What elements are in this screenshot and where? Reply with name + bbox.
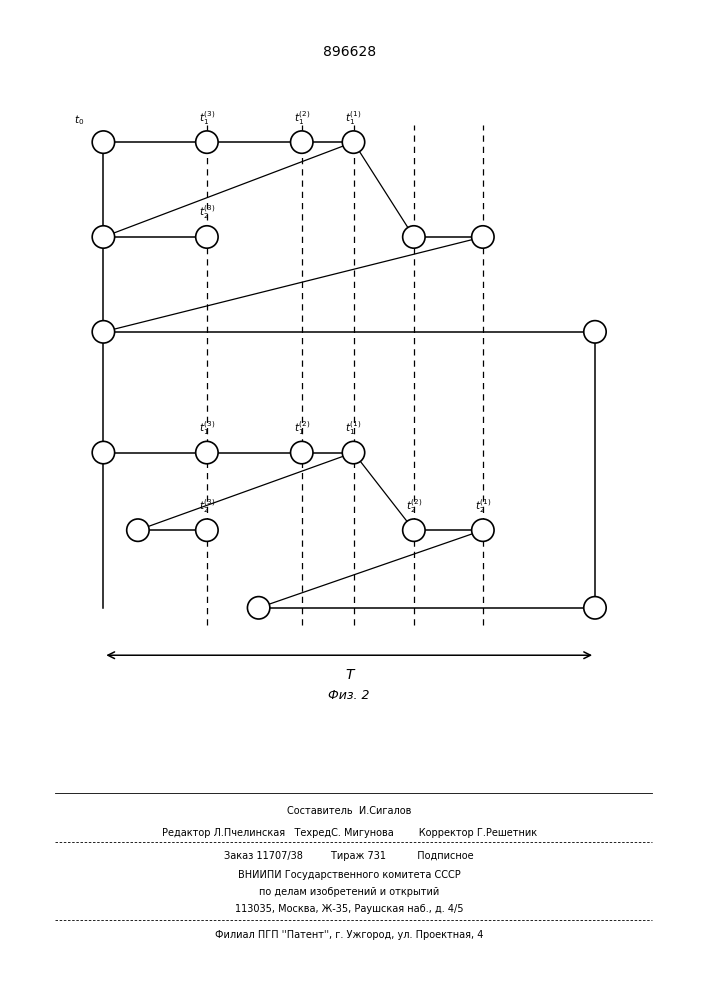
Text: $t_2^{(3)}$: $t_2^{(3)}$	[199, 204, 215, 221]
Text: $t_2^{(2)}$: $t_2^{(2)}$	[406, 497, 422, 515]
Circle shape	[196, 519, 218, 541]
Text: ВНИИПИ Государственного комитета СССР: ВНИИПИ Государственного комитета СССР	[238, 870, 460, 880]
Circle shape	[291, 441, 313, 464]
Circle shape	[92, 321, 115, 343]
Text: $t_2^{(3)}$: $t_2^{(3)}$	[199, 497, 215, 515]
Circle shape	[584, 321, 606, 343]
Text: $t_0$: $t_0$	[74, 113, 84, 127]
Text: Заказ 11707/38         Тираж 731          Подписное: Заказ 11707/38 Тираж 731 Подписное	[224, 851, 474, 861]
Text: Составитель  И.Сигалов: Составитель И.Сигалов	[287, 806, 411, 816]
Text: $t_1^{(2)}$: $t_1^{(2)}$	[293, 109, 310, 127]
Circle shape	[403, 226, 425, 248]
Text: $t_1^{(1)}$: $t_1^{(1)}$	[345, 109, 362, 127]
Circle shape	[472, 226, 494, 248]
Circle shape	[291, 131, 313, 153]
Circle shape	[92, 226, 115, 248]
Text: Физ. 2: Физ. 2	[329, 689, 370, 702]
Text: $t_1^{(3)}$: $t_1^{(3)}$	[199, 419, 215, 437]
Text: 113035, Москва, Ж-35, Раушская наб., д. 4/5: 113035, Москва, Ж-35, Раушская наб., д. …	[235, 904, 463, 914]
Circle shape	[196, 441, 218, 464]
Text: $t_2^{(1)}$: $t_2^{(1)}$	[474, 497, 491, 515]
Text: Филиал ПГП ''Патент'', г. Ужгород, ул. Проектная, 4: Филиал ПГП ''Патент'', г. Ужгород, ул. П…	[215, 930, 484, 940]
Text: 896628: 896628	[322, 45, 375, 59]
Circle shape	[584, 597, 606, 619]
Circle shape	[472, 519, 494, 541]
Circle shape	[196, 226, 218, 248]
Text: $t_1^{(3)}$: $t_1^{(3)}$	[199, 109, 215, 127]
Text: $t_1^{(1)}$: $t_1^{(1)}$	[345, 419, 362, 437]
Text: по делам изобретений и открытий: по делам изобретений и открытий	[259, 887, 439, 897]
Text: Редактор Л.Пчелинская   ТехредС. Мигунова        Корректор Г.Решетник: Редактор Л.Пчелинская ТехредС. Мигунова …	[162, 828, 537, 838]
Circle shape	[196, 131, 218, 153]
Text: $t_1^{(2)}$: $t_1^{(2)}$	[293, 419, 310, 437]
Circle shape	[127, 519, 149, 541]
Circle shape	[247, 597, 270, 619]
Circle shape	[92, 131, 115, 153]
Circle shape	[403, 519, 425, 541]
Circle shape	[342, 131, 365, 153]
Circle shape	[92, 441, 115, 464]
Circle shape	[342, 441, 365, 464]
Text: T: T	[345, 668, 354, 682]
